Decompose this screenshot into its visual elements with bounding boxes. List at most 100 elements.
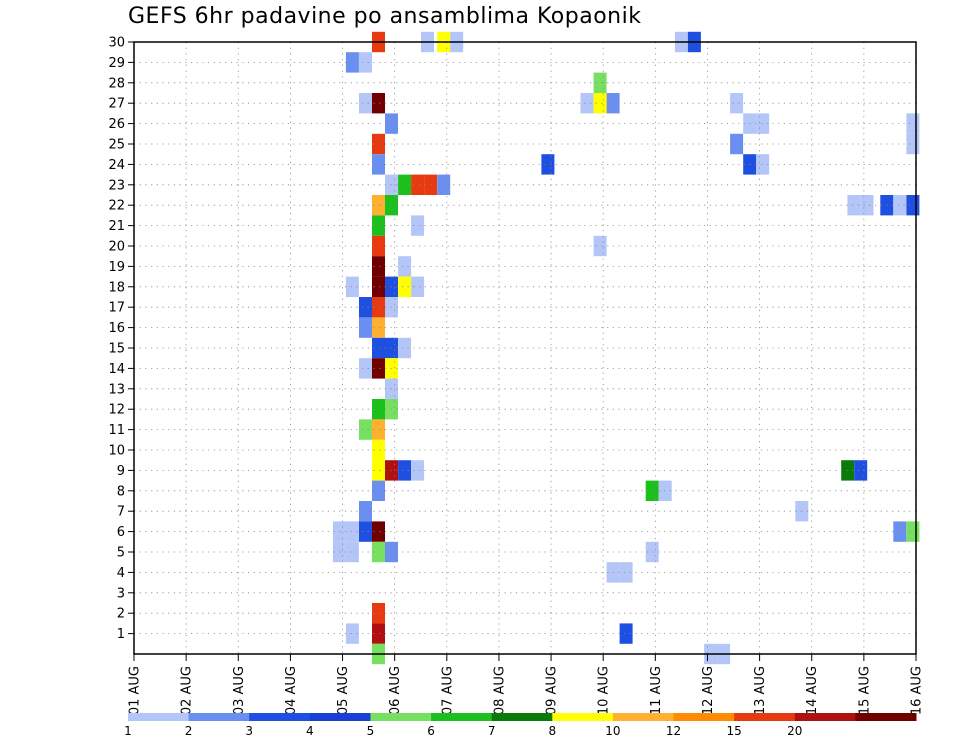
heatmap-cell bbox=[906, 195, 920, 216]
y-tick-label: 25 bbox=[108, 138, 125, 153]
y-tick-label: 21 bbox=[108, 219, 125, 234]
y-tick-label: 27 bbox=[108, 97, 125, 112]
y-tick-label: 12 bbox=[108, 403, 125, 418]
heatmap-cell bbox=[372, 133, 385, 155]
heatmap-cell bbox=[398, 460, 412, 481]
legend-label: 4 bbox=[306, 724, 314, 738]
heatmap-cell bbox=[372, 235, 385, 257]
heatmap-cell bbox=[345, 52, 359, 73]
legend-swatch bbox=[128, 713, 190, 721]
heatmap-cell bbox=[359, 501, 372, 522]
y-tick-label: 6 bbox=[117, 525, 125, 540]
x-tick-label: 07 AUG bbox=[440, 666, 455, 715]
heatmap-cell bbox=[372, 419, 385, 440]
x-tick-label: 15 AUG bbox=[857, 666, 872, 715]
heatmap-cell bbox=[372, 93, 385, 114]
legend-label: 10 bbox=[605, 724, 620, 738]
heatmap-cell bbox=[359, 297, 372, 318]
heatmap-cell bbox=[580, 93, 594, 114]
heatmap-cell bbox=[906, 113, 920, 134]
heatmap-cell bbox=[619, 562, 633, 583]
heatmap-cell bbox=[372, 603, 385, 624]
x-tick-label: 06 AUG bbox=[388, 666, 403, 715]
legend-swatch bbox=[309, 713, 371, 721]
y-tick-label: 28 bbox=[108, 76, 125, 91]
heatmap-cell bbox=[398, 276, 412, 297]
heatmap-cell bbox=[645, 541, 659, 563]
y-tick-label: 9 bbox=[117, 464, 125, 479]
y-tick-label: 18 bbox=[108, 280, 125, 295]
y-tick-label: 4 bbox=[117, 566, 125, 581]
legend-label: 7 bbox=[488, 724, 496, 738]
legend-label: 2 bbox=[185, 724, 193, 738]
heatmap-cell bbox=[359, 317, 372, 338]
heatmap-cell bbox=[593, 235, 607, 257]
heatmap-cell bbox=[359, 93, 372, 114]
y-tick-label: 8 bbox=[117, 484, 125, 499]
heatmap-cell bbox=[411, 460, 425, 481]
legend: 1 2 3 4 5 6 7 8 10 12 15 20 bbox=[124, 713, 917, 738]
heatmap-cell bbox=[398, 256, 412, 277]
legend-swatch bbox=[370, 713, 432, 721]
legend-label: 3 bbox=[245, 724, 253, 738]
legend-swatch bbox=[491, 713, 553, 721]
x-axis: 01 AUG 02 AUG 03 AUG 04 AUG 05 AUG 06 AUG 07 A… bbox=[128, 654, 925, 715]
heatmap-cell bbox=[411, 174, 425, 195]
heatmap-cell bbox=[854, 460, 868, 481]
heatmap-cell bbox=[398, 337, 412, 359]
x-tick-label: 02 AUG bbox=[180, 666, 195, 715]
legend-label: 6 bbox=[427, 724, 435, 738]
legend-swatch bbox=[673, 713, 735, 721]
heatmap-cell bbox=[645, 480, 659, 501]
heatmap-cell bbox=[847, 195, 861, 216]
heatmap-cell bbox=[411, 215, 425, 236]
heatmap-cell bbox=[411, 276, 425, 297]
heatmap-cell bbox=[906, 133, 920, 155]
heatmap-cell bbox=[345, 276, 359, 297]
legend-swatch bbox=[855, 713, 917, 721]
legend-swatch bbox=[612, 713, 674, 721]
heatmap-cell bbox=[541, 154, 555, 175]
grid-layer bbox=[134, 42, 916, 654]
y-tick-label: 19 bbox=[108, 260, 125, 275]
y-tick-label: 16 bbox=[108, 321, 125, 336]
legend-swatch bbox=[552, 713, 614, 721]
legend-swatch bbox=[794, 713, 856, 721]
y-tick-label: 1 bbox=[117, 627, 125, 642]
x-tick-label: 05 AUG bbox=[336, 666, 351, 715]
y-tick-label: 5 bbox=[117, 546, 125, 561]
heatmap-cell bbox=[372, 215, 385, 236]
legend-label: 12 bbox=[666, 724, 681, 738]
heatmap-cell bbox=[372, 623, 385, 644]
x-tick-label: 14 AUG bbox=[805, 666, 820, 715]
heatmap-cell bbox=[359, 358, 372, 379]
y-tick-label: 29 bbox=[108, 56, 125, 71]
heatmap-cell bbox=[372, 154, 385, 175]
y-tick-label: 7 bbox=[117, 505, 125, 520]
y-tick-label: 2 bbox=[117, 607, 125, 622]
y-tick-label: 24 bbox=[108, 158, 125, 173]
y-tick-label: 30 bbox=[108, 36, 125, 51]
legend-swatch bbox=[249, 713, 311, 721]
heatmap-cell bbox=[372, 276, 385, 297]
chart-title: GEFS 6hr padavine po ansamblima Kopaonik bbox=[128, 4, 642, 29]
legend-swatch bbox=[188, 713, 250, 721]
legend-label: 20 bbox=[787, 724, 802, 738]
x-tick-label: 04 AUG bbox=[284, 666, 299, 715]
heatmap-cell bbox=[372, 297, 385, 318]
heatmap-cell bbox=[372, 480, 385, 501]
plot-frame bbox=[133, 41, 917, 655]
heatmap-cell bbox=[906, 521, 920, 542]
cells-layer bbox=[332, 31, 920, 665]
heatmap-cell bbox=[730, 93, 744, 114]
heatmap-cell bbox=[372, 195, 385, 216]
y-tick-label: 26 bbox=[108, 117, 125, 132]
x-tick-label: 12 AUG bbox=[701, 666, 716, 715]
heatmap-cell bbox=[359, 52, 372, 73]
heatmap-cell bbox=[398, 174, 412, 195]
y-tick-label: 13 bbox=[108, 382, 125, 397]
heatmap-cell bbox=[359, 521, 372, 542]
y-axis: 1234567891011121314151617181920212223242… bbox=[108, 36, 134, 642]
heatmap-cell bbox=[345, 521, 359, 542]
